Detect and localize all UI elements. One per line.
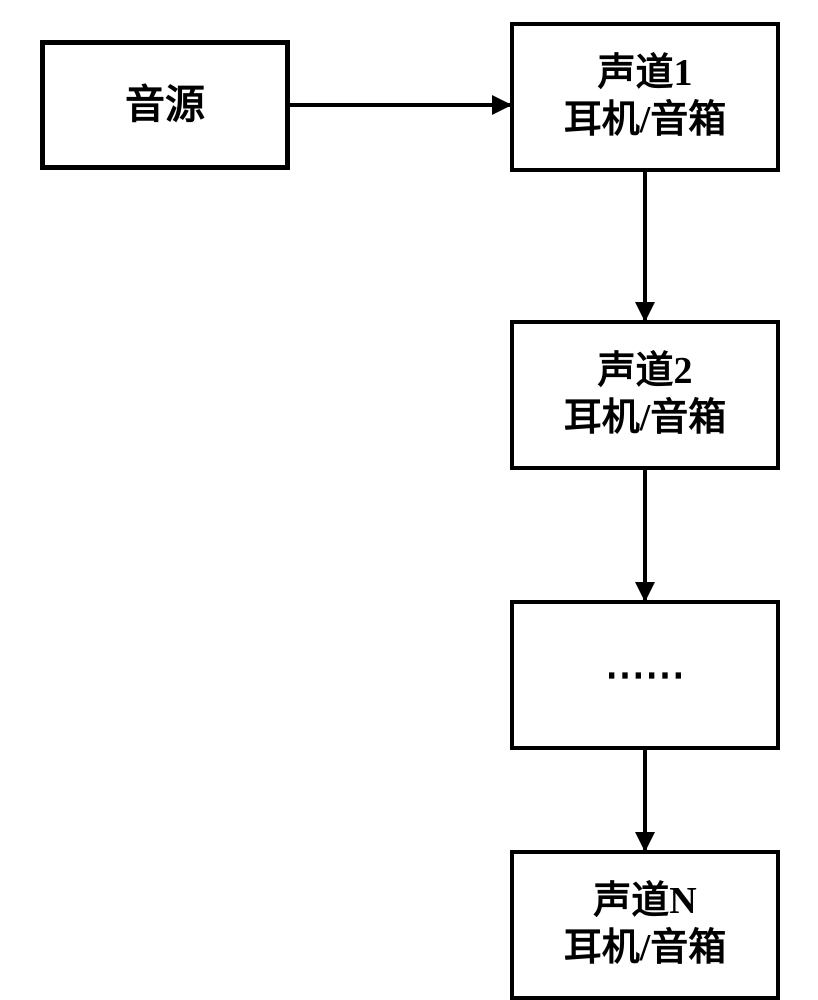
node-channel-n: 声道N 耳机/音箱	[510, 850, 780, 1000]
node-channel-2: 声道2 耳机/音箱	[510, 320, 780, 470]
node-source-line1: 音源	[125, 80, 205, 130]
node-dots-line1: ⋯⋯	[605, 650, 685, 700]
node-ch1-line1: 声道1	[597, 50, 692, 98]
node-chN-line2: 耳机/音箱	[564, 925, 727, 973]
node-ch2-line1: 声道2	[597, 348, 692, 396]
node-ch2-line2: 耳机/音箱	[564, 395, 727, 443]
node-ch1-line2: 耳机/音箱	[564, 97, 727, 145]
node-source: 音源	[40, 40, 290, 170]
node-chN-line1: 声道N	[593, 878, 696, 926]
node-ellipsis: ⋯⋯	[510, 600, 780, 750]
node-channel-1: 声道1 耳机/音箱	[510, 22, 780, 172]
diagram-canvas: 音源 声道1 耳机/音箱 声道2 耳机/音箱 ⋯⋯ 声道N 耳机/音箱	[0, 0, 818, 1000]
